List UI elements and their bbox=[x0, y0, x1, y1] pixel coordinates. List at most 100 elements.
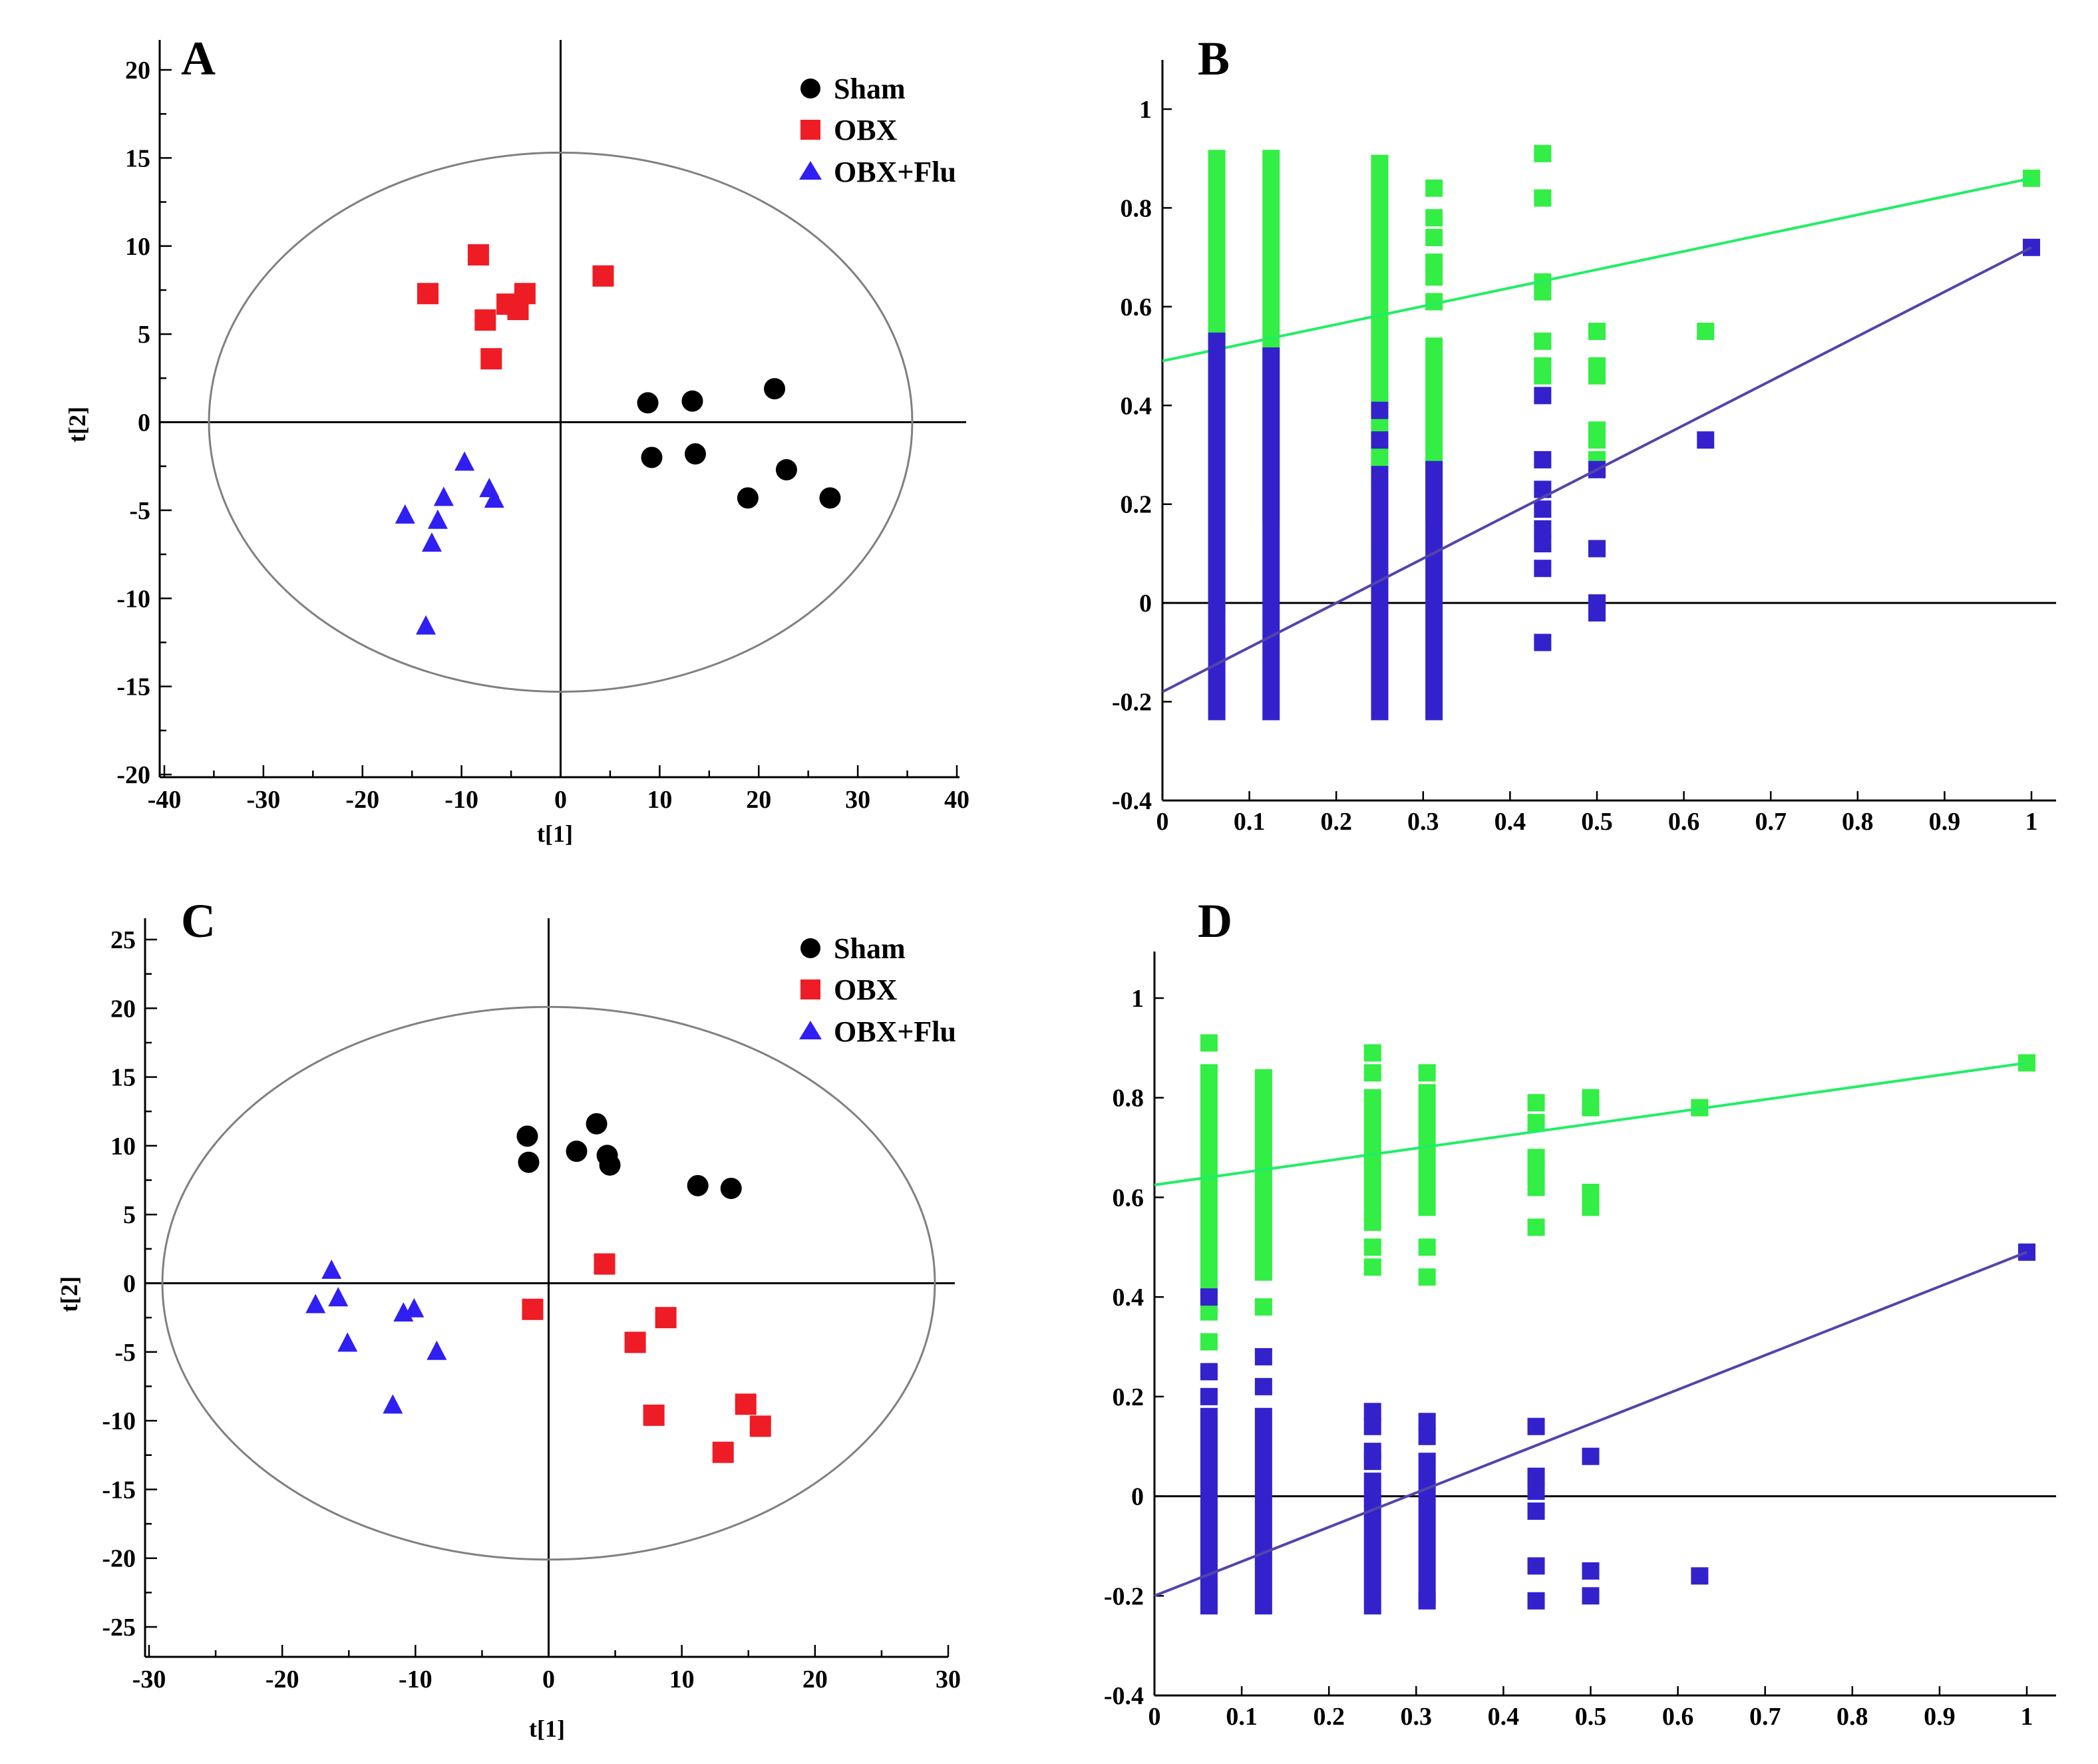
panel-c-letter: C bbox=[181, 894, 216, 948]
r2-point bbox=[1582, 1099, 1600, 1117]
q2-point bbox=[1371, 544, 1389, 562]
obx-flu-point bbox=[328, 1287, 349, 1307]
panel-a-x-axis-title: t[1] bbox=[537, 820, 573, 847]
sham-point bbox=[764, 378, 786, 400]
q2-point bbox=[1527, 1502, 1545, 1520]
obx-flu-point bbox=[321, 1259, 342, 1279]
legend-sham-label: Sham bbox=[834, 73, 906, 105]
x-tick-label: 0 bbox=[542, 1666, 555, 1693]
sham-point bbox=[566, 1141, 588, 1162]
q2-point bbox=[1527, 1417, 1545, 1435]
obx-flu-point bbox=[484, 488, 504, 508]
q2-point bbox=[1588, 540, 1606, 558]
panel-d-plot-area: 0 0.1 0.2 0.3 0.4 0.5 0.6 0.7 0.8 0.9 1 1 0.8 0.6 0.4 0… bbox=[1104, 952, 2056, 1731]
x-tick-label: 0.7 bbox=[1755, 808, 1787, 836]
legend-obx-flu-label: OBX+Flu bbox=[834, 1015, 956, 1048]
sham-point bbox=[516, 1125, 538, 1147]
y-tick-label: -15 bbox=[102, 1476, 136, 1504]
legend-obx-flu-marker bbox=[799, 161, 822, 180]
sham-point bbox=[720, 1177, 742, 1199]
q2-permutation-column bbox=[1363, 1473, 1381, 1615]
y-tick-label: -10 bbox=[102, 1407, 136, 1435]
panel-a-score-plot: A t[1] t[2] Sham OBX OBX+Flu -40 -30 -20 -1… bbox=[64, 32, 969, 847]
obx-flu-point bbox=[337, 1332, 358, 1352]
sham-point bbox=[737, 487, 759, 509]
hotelling-ellipse bbox=[208, 151, 914, 693]
q2-point bbox=[1363, 1453, 1381, 1471]
r2-point bbox=[1582, 1198, 1600, 1216]
y-tick-label: 0.2 bbox=[1121, 491, 1152, 519]
r2-point bbox=[1527, 1164, 1545, 1181]
x-tick-label: 0.5 bbox=[1575, 1703, 1607, 1731]
sham-point bbox=[586, 1113, 608, 1135]
x-tick-label: 30 bbox=[845, 786, 870, 814]
y-tick-label: -0.4 bbox=[1112, 787, 1152, 815]
obx-flu-point bbox=[383, 1394, 403, 1414]
panel-a-plot-area: -40 -30 -20 -10 0 10 20 30 40 20 15 10 5 0 -5 -10 -15 -20 bbox=[116, 40, 969, 814]
obx-point bbox=[514, 283, 536, 305]
q2-point bbox=[1418, 1427, 1436, 1445]
legend-sham-marker bbox=[800, 938, 820, 958]
x-tick-label: -30 bbox=[247, 786, 281, 814]
x-tick-label: 1 bbox=[2021, 1703, 2033, 1731]
q2-permutation-column bbox=[1254, 1407, 1272, 1615]
y-tick-label: 0.2 bbox=[1113, 1383, 1144, 1411]
r2-point bbox=[1200, 1034, 1218, 1052]
y-tick-label: 10 bbox=[125, 233, 150, 261]
r2-point bbox=[1534, 144, 1552, 162]
q2-regression-line bbox=[1154, 1250, 2027, 1598]
x-tick-label: -40 bbox=[148, 786, 182, 814]
x-tick-label: 0.8 bbox=[1842, 808, 1874, 836]
legend-obx-flu-marker bbox=[799, 1021, 822, 1039]
q2-point bbox=[1527, 1557, 1545, 1575]
r2-point bbox=[1363, 1044, 1381, 1062]
obx-point bbox=[749, 1415, 771, 1437]
y-tick-label: 0.6 bbox=[1113, 1184, 1144, 1212]
r2-point bbox=[1527, 1178, 1545, 1196]
r2-point bbox=[1534, 332, 1552, 350]
x-tick-label: 0.9 bbox=[1924, 1703, 1956, 1731]
q2-point bbox=[1582, 1587, 1600, 1605]
q2-point bbox=[1534, 560, 1552, 578]
q2-point bbox=[1363, 1403, 1381, 1421]
r2-point bbox=[1425, 209, 1443, 227]
y-tick-label: 0.8 bbox=[1121, 194, 1152, 222]
obx-point bbox=[417, 283, 439, 305]
sham-point bbox=[641, 446, 663, 468]
x-tick-label: 0.2 bbox=[1313, 1703, 1345, 1731]
sham-point bbox=[681, 390, 703, 412]
r2-point bbox=[1200, 1333, 1218, 1351]
obx-flu-point bbox=[404, 1298, 425, 1318]
r2-point bbox=[1588, 431, 1606, 449]
obx-point bbox=[643, 1404, 665, 1426]
q2-point bbox=[1534, 500, 1552, 518]
q2-point bbox=[1534, 633, 1552, 651]
q2-point bbox=[1691, 1567, 1709, 1585]
panel-c-legend: Sham OBX OBX+Flu bbox=[799, 932, 956, 1048]
q2-permutation-column bbox=[1425, 460, 1443, 721]
x-tick-label: -10 bbox=[444, 786, 478, 814]
x-tick-label: 40 bbox=[944, 786, 969, 814]
obx-flu-point bbox=[427, 1340, 447, 1360]
obx-flu-point bbox=[416, 615, 437, 635]
q2-point bbox=[1200, 1288, 1218, 1306]
x-tick-label: 20 bbox=[746, 786, 771, 814]
x-tick-label: 0.3 bbox=[1401, 1703, 1433, 1731]
r2-point bbox=[1425, 228, 1443, 246]
r2-point bbox=[1527, 1148, 1545, 1166]
q2-point bbox=[1200, 1363, 1218, 1381]
y-tick-label: -20 bbox=[116, 761, 150, 789]
x-tick-label: 0.4 bbox=[1494, 808, 1526, 836]
q2-point bbox=[1582, 1562, 1600, 1580]
q2-point bbox=[1200, 1387, 1218, 1405]
r2-point bbox=[1363, 1064, 1381, 1082]
r2-permutation-column bbox=[1200, 1064, 1218, 1296]
r2-point bbox=[1363, 1258, 1381, 1276]
x-tick-label: 0.5 bbox=[1581, 808, 1613, 836]
q2-permutation-column bbox=[1200, 1407, 1218, 1615]
r2-point bbox=[1527, 1218, 1545, 1236]
sham-point bbox=[637, 392, 659, 414]
x-tick-label: -20 bbox=[265, 1666, 299, 1693]
y-tick-label: -20 bbox=[102, 1545, 136, 1573]
